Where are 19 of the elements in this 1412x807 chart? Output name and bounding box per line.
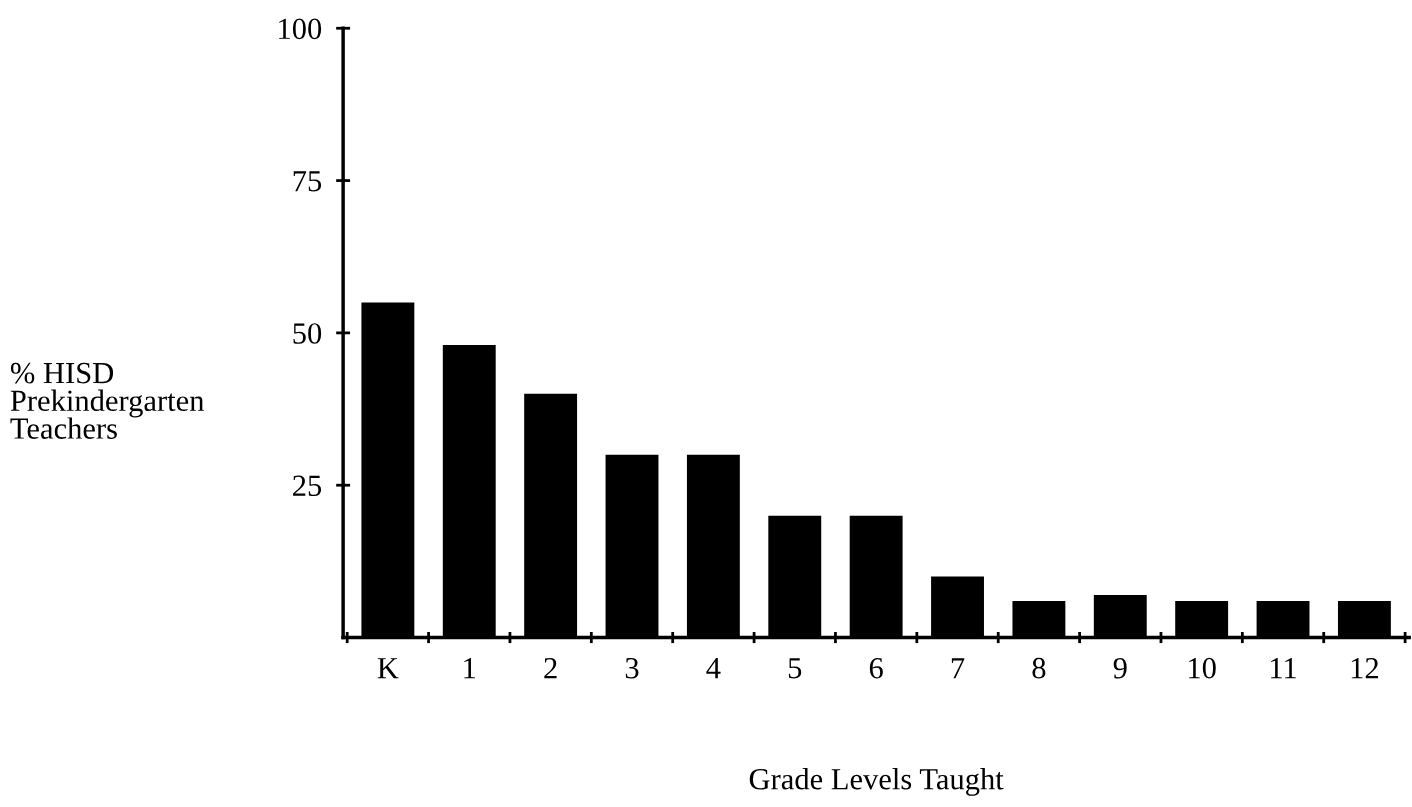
y-tick-label: 25 xyxy=(293,475,322,497)
x-tick-label: 11 xyxy=(1271,658,1296,679)
y-tick-label: 75 xyxy=(293,171,322,192)
x-tick-label: 6 xyxy=(869,657,883,679)
x-tick-label: 5 xyxy=(788,658,802,679)
y-tick-label: 50 xyxy=(293,323,322,344)
y-tick-label: 100 xyxy=(279,18,322,40)
x-axis-title: Grade Levels Taught xyxy=(749,768,1004,796)
x-tick-label: 10 xyxy=(1189,657,1216,679)
x-tick-label: 12 xyxy=(1351,657,1379,679)
x-tick-label: 1 xyxy=(464,658,476,679)
x-tick-label: K xyxy=(377,658,399,679)
x-tick-label: 7 xyxy=(951,658,965,679)
x-tick-label: 4 xyxy=(706,658,721,679)
x-tick-label: 9 xyxy=(1113,657,1127,679)
y-axis-title: % HISD Prekindergarten Teachers xyxy=(10,362,205,439)
x-tick-label: 2 xyxy=(544,657,557,679)
x-tick-label: 8 xyxy=(1032,657,1046,679)
x-tick-label: 3 xyxy=(625,657,639,679)
